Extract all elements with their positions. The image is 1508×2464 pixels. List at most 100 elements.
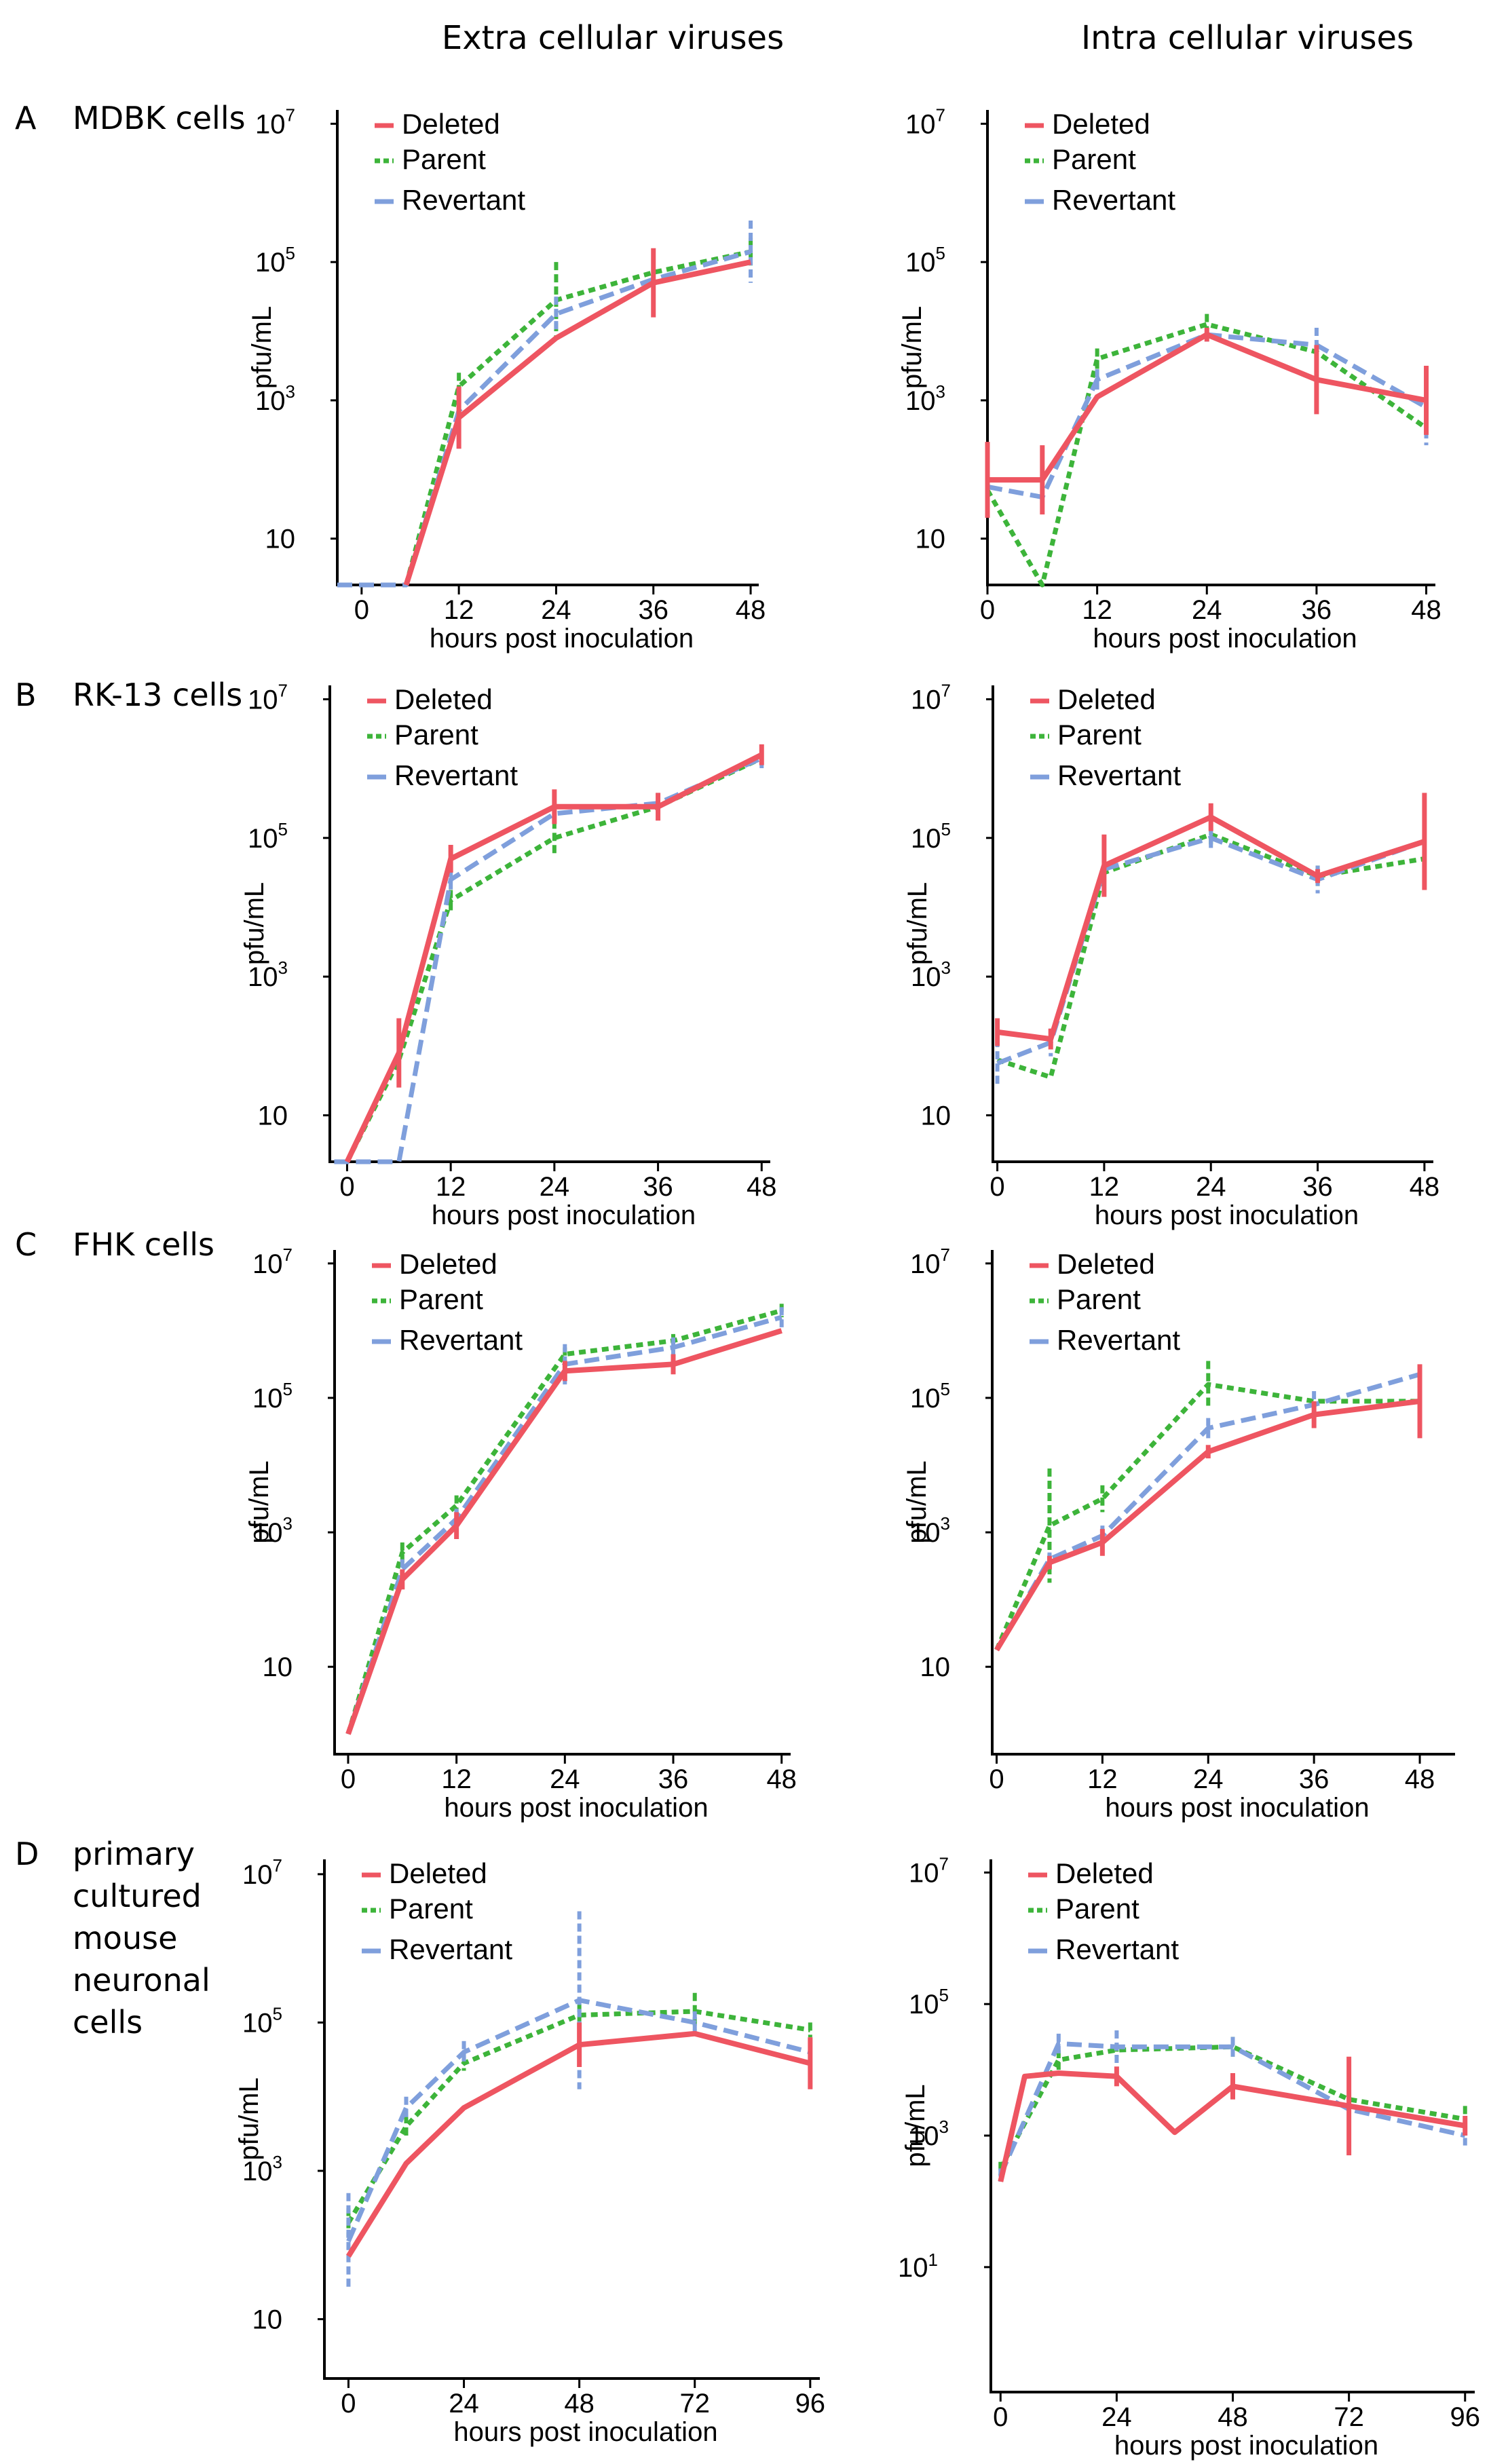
row-label-d-line1: primary bbox=[73, 1836, 195, 1872]
y-tick-label: 105 bbox=[905, 243, 945, 278]
chart-c-extracellular: 0 12 24 36 48 hours post inoculation 10 103 105 1… bbox=[244, 1245, 797, 1823]
series-line-revertant bbox=[345, 1314, 783, 1735]
y-tick-label: 105 bbox=[248, 819, 288, 854]
y-tick-label: 105 bbox=[909, 1985, 949, 2020]
legend-label-parent: Parent bbox=[1055, 1893, 1139, 1925]
x-tick-label: 72 bbox=[679, 2389, 710, 2419]
y-tick-label: 103 bbox=[905, 381, 945, 416]
series-revertant bbox=[346, 1911, 812, 2290]
series-deleted bbox=[345, 1328, 783, 1735]
series-line-revertant bbox=[987, 332, 1428, 500]
series-deleted bbox=[346, 2022, 813, 2258]
x-tick-label: 24 bbox=[540, 1172, 570, 1202]
row-letter-d: D bbox=[15, 1836, 39, 1872]
y-tick-label: 103 bbox=[248, 958, 288, 992]
y-tick-label: 10 bbox=[916, 525, 946, 554]
x-axis-label: hours post inoculation bbox=[1114, 2431, 1378, 2461]
row-letter-b: B bbox=[15, 677, 37, 713]
legend-label-parent: Parent bbox=[399, 1283, 483, 1315]
series-deleted bbox=[344, 744, 764, 1163]
series-line-revertant bbox=[334, 756, 763, 1164]
series-revertant bbox=[995, 827, 1427, 1088]
legend-label-deleted: Deleted bbox=[1052, 108, 1150, 140]
row-label-d-line5: cells bbox=[73, 2004, 143, 2041]
x-tick-label: 0 bbox=[993, 2402, 1008, 2432]
y-tick-label: 103 bbox=[910, 1513, 950, 1548]
row-label-b: RK-13 cells bbox=[73, 677, 242, 713]
x-tick-label: 12 bbox=[436, 1172, 466, 1202]
y-axis-label: pfu/mL bbox=[234, 2077, 264, 2160]
series-line-deleted bbox=[344, 752, 764, 1163]
y-tick-label: 10 bbox=[263, 1652, 293, 1682]
series-parent bbox=[994, 1361, 1420, 1651]
row-label-c: FHK cells bbox=[73, 1226, 214, 1263]
x-tick-label: 12 bbox=[1089, 1172, 1120, 1202]
chart-d-intracellular: 0 24 48 72 96 hours post inoculation 101 103 105… bbox=[898, 1853, 1480, 2461]
x-tick-label: 12 bbox=[444, 595, 474, 625]
y-tick-label: 10 bbox=[921, 1101, 951, 1131]
x-tick-label: 48 bbox=[766, 1764, 797, 1794]
y-tick-label: 101 bbox=[898, 2250, 938, 2283]
x-axis-label: hours post inoculation bbox=[1105, 1793, 1369, 1823]
chart-a-intracellular: 0 12 24 36 48 hours post inoculation 10 103 105 1… bbox=[897, 105, 1441, 653]
x-tick-label: 36 bbox=[1299, 1764, 1330, 1794]
series-revertant bbox=[987, 327, 1429, 500]
x-axis-label: hours post inoculation bbox=[430, 624, 694, 653]
x-tick-label: 0 bbox=[354, 595, 369, 625]
y-tick-label: 103 bbox=[911, 958, 951, 992]
x-tick-label: 48 bbox=[1405, 1764, 1435, 1794]
series-deleted bbox=[995, 793, 1427, 1050]
series-line-revertant bbox=[994, 1371, 1420, 1652]
x-tick-label: 96 bbox=[795, 2389, 826, 2419]
y-axis-label: pfu/mL bbox=[897, 306, 927, 389]
series-line-parent bbox=[998, 2044, 1466, 2170]
y-tick-label: 107 bbox=[910, 1245, 950, 1279]
column-title-intracellular: Intra cellular viruses bbox=[1081, 19, 1414, 57]
x-axis-label: hours post inoculation bbox=[1095, 1200, 1359, 1230]
x-tick-label: 24 bbox=[1196, 1172, 1226, 1202]
row-label-d-line3: mouse bbox=[73, 1920, 177, 1956]
chart-panels: 0 12 24 36 48 hours post inoculation 10 103 105 1… bbox=[234, 105, 1480, 2461]
y-tick-label: 105 bbox=[910, 1379, 950, 1414]
legend-label-revertant: Revertant bbox=[1052, 184, 1175, 216]
x-axis-label: hours post inoculation bbox=[432, 1200, 696, 1230]
x-tick-label: 24 bbox=[550, 1764, 580, 1794]
series-line-revertant bbox=[337, 249, 752, 588]
y-tick-label: 105 bbox=[242, 2003, 282, 2038]
x-tick-label: 36 bbox=[643, 1172, 673, 1202]
series-deleted bbox=[998, 2056, 1468, 2182]
legend-label-deleted: Deleted bbox=[402, 108, 500, 140]
x-tick-label: 0 bbox=[341, 2389, 356, 2419]
x-tick-label: 24 bbox=[1101, 2402, 1132, 2432]
y-tick-label: 103 bbox=[909, 2117, 949, 2151]
x-tick-label: 36 bbox=[639, 595, 669, 625]
y-tick-label: 107 bbox=[905, 105, 945, 139]
x-tick-label: 48 bbox=[747, 1172, 777, 1202]
x-tick-label: 24 bbox=[1192, 595, 1222, 625]
x-tick-label: 0 bbox=[980, 595, 995, 625]
legend-label-parent: Parent bbox=[402, 143, 486, 175]
row-label-d-line4: neuronal bbox=[73, 1962, 210, 1998]
legend-label-parent: Parent bbox=[1057, 719, 1142, 751]
legend-label-parent: Parent bbox=[1057, 1283, 1141, 1315]
series-deleted bbox=[403, 248, 751, 586]
y-tick-label: 10 bbox=[920, 1652, 951, 1682]
row-label-a: MDBK cells bbox=[73, 100, 246, 136]
series-deleted bbox=[985, 327, 1429, 518]
legend-label-revertant: Revertant bbox=[389, 1933, 512, 1965]
x-axis-label: hours post inoculation bbox=[1093, 624, 1357, 653]
x-tick-label: 24 bbox=[449, 2389, 479, 2419]
legend-label-revertant: Revertant bbox=[402, 184, 525, 216]
y-tick-label: 105 bbox=[255, 243, 295, 278]
x-tick-label: 24 bbox=[541, 595, 571, 625]
x-tick-label: 48 bbox=[736, 595, 766, 625]
chart-a-extracellular: 0 12 24 36 48 hours post inoculation 10 103 105 1… bbox=[247, 105, 766, 653]
legend-label-revertant: Revertant bbox=[399, 1324, 523, 1356]
y-tick-label: 107 bbox=[255, 105, 295, 139]
y-tick-label: 105 bbox=[911, 819, 951, 854]
x-tick-label: 0 bbox=[339, 1172, 354, 1202]
x-tick-label: 96 bbox=[1450, 2402, 1480, 2432]
series-line-deleted bbox=[987, 332, 1427, 483]
legend-label-revertant: Revertant bbox=[1057, 759, 1181, 791]
